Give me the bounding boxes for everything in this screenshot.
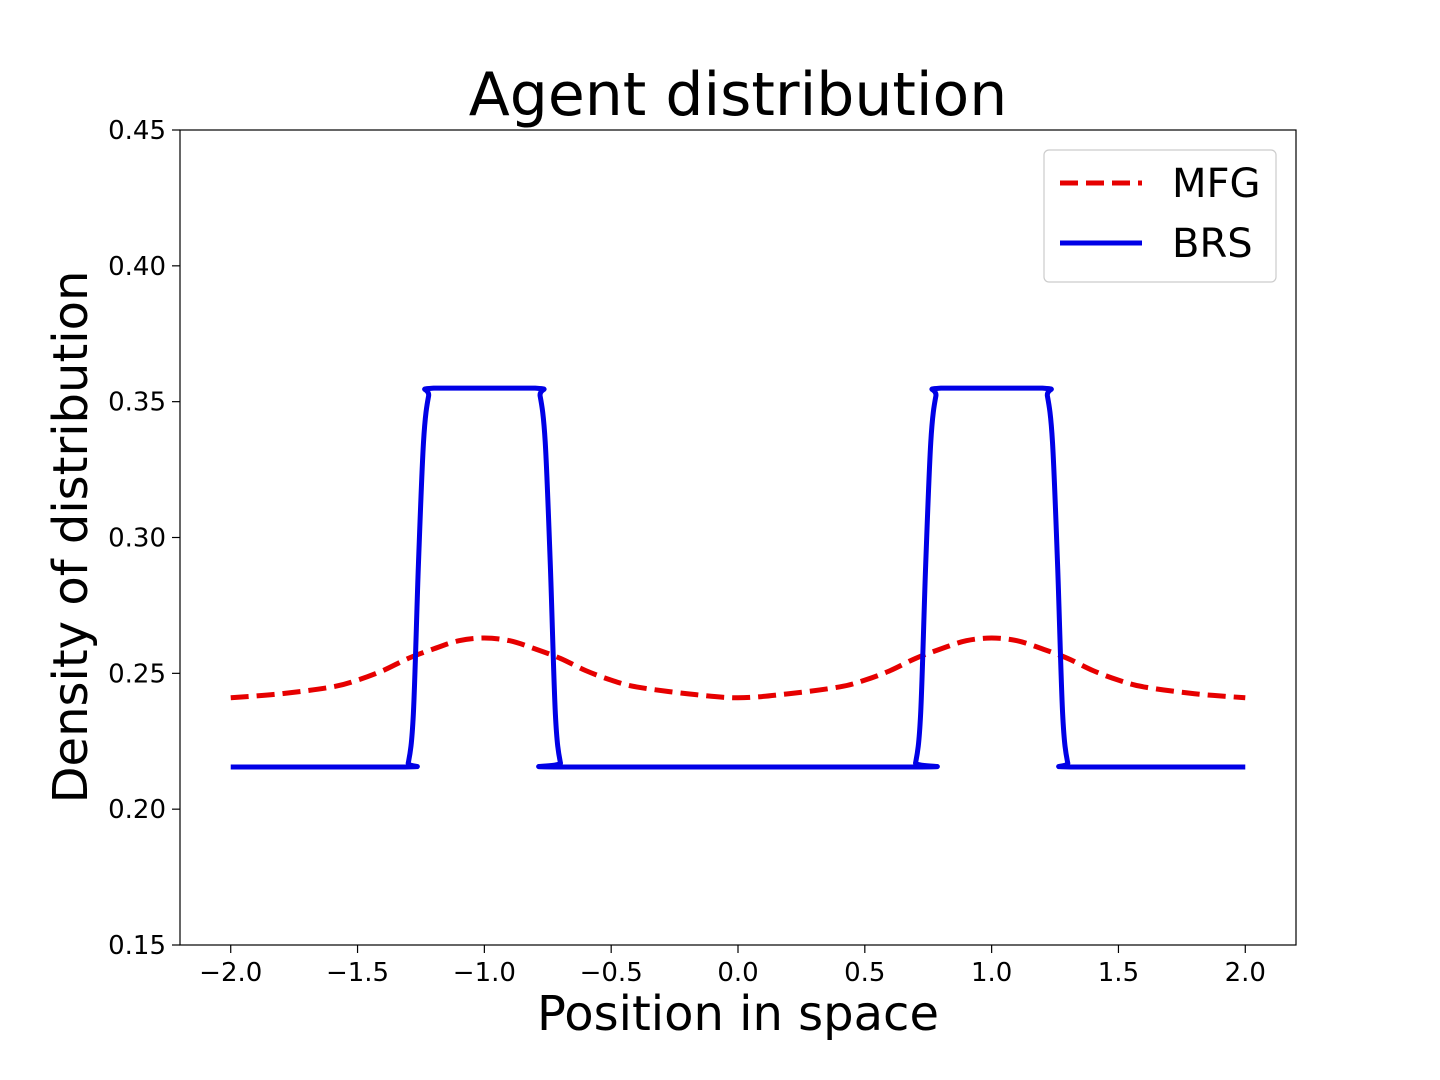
x-tick-label: −2.0	[199, 958, 262, 988]
y-axis: 0.15 0.20 0.25 0.30 0.35 0.40 0.45	[108, 116, 180, 961]
x-tick-label: 1.5	[1098, 958, 1139, 988]
chart-title: Agent distribution	[469, 60, 1008, 130]
x-tick-label: −1.5	[326, 958, 389, 988]
x-axis-label: Position in space	[537, 986, 939, 1042]
axes-frame	[179, 129, 1297, 946]
legend-label-mfg: MFG	[1172, 161, 1261, 207]
y-tick-label: 0.45	[108, 116, 166, 146]
y-tick-label: 0.15	[108, 931, 166, 961]
x-tick-label: 0.5	[844, 958, 885, 988]
y-axis-label: Density of distribution	[43, 271, 99, 804]
legend-label-brs: BRS	[1172, 221, 1253, 267]
y-tick-label: 0.40	[108, 252, 166, 282]
x-tick-label: −1.0	[453, 958, 516, 988]
series-layer	[230, 385, 1246, 770]
y-tick-label: 0.25	[108, 659, 166, 689]
x-tick-label: −0.5	[580, 958, 643, 988]
y-tick-label: 0.20	[108, 795, 166, 825]
y-tick-label: 0.35	[108, 388, 166, 418]
y-tick-label: 0.30	[108, 524, 166, 554]
series-line-brs	[230, 385, 1246, 770]
x-tick-label: 2.0	[1225, 958, 1266, 988]
legend: MFG BRS	[1043, 149, 1277, 283]
x-tick-label: 1.0	[971, 958, 1012, 988]
x-tick-label: 0.0	[717, 958, 758, 988]
x-axis: −2.0 −1.5 −1.0 −0.5 0.0 0.5 1.0 1.5 2.0	[199, 945, 1266, 988]
